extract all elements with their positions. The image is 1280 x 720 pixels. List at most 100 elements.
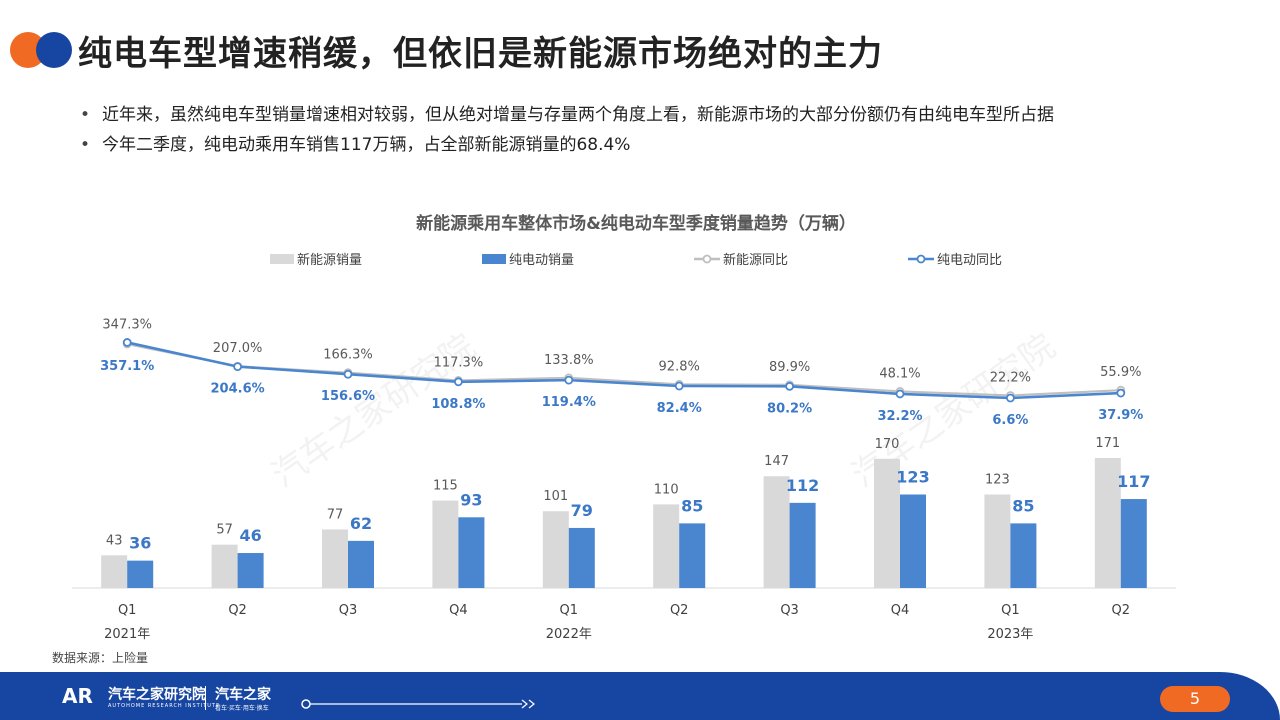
line-label-nev: 207.0%: [213, 341, 263, 356]
page-number: 5: [1160, 686, 1230, 712]
bar-label-nev: 115: [433, 479, 458, 494]
bar-label-nev: 57: [216, 523, 233, 538]
bar-nev: [653, 504, 680, 588]
data-source-note: 数据来源：上险量: [52, 651, 149, 665]
line-label-nev: 133.8%: [544, 353, 594, 368]
line-label-bev: 156.6%: [321, 389, 375, 404]
line-marker-bev: [895, 389, 905, 399]
legend-label-3: 纯电动同比: [937, 253, 1002, 268]
bar-label-nev: 171: [1095, 436, 1120, 451]
bar-bev: [348, 540, 374, 588]
line-label-bev: 108.8%: [431, 397, 485, 412]
footer-brand-autohome: 汽车之家: [215, 687, 271, 703]
page-title: 纯电车型增速稍缓，但依旧是新能源市场绝对的主力: [78, 34, 883, 74]
legend-swatch-1: [482, 254, 506, 264]
x-tick-label: Q2: [228, 603, 247, 618]
bar-bev: [1120, 499, 1147, 588]
legend-label-1: 纯电动销量: [509, 253, 574, 268]
bullet-list: 近年来，虽然纯电车型销量增速相对较弱，但从绝对增量与存量两个角度上看，新能源市场…: [78, 100, 1054, 160]
x-tick-label: Q4: [449, 603, 468, 618]
x-tick-label: Q1: [118, 603, 137, 618]
bar-nev: [874, 458, 900, 588]
bullet-item: 近年来，虽然纯电车型销量增速相对较弱，但从绝对增量与存量两个角度上看，新能源市场…: [78, 100, 1054, 130]
ar-logo: AR: [62, 684, 93, 708]
line-label-bev: 119.4%: [542, 395, 596, 410]
line-marker-bev: [564, 375, 574, 385]
bar-label-bev: 46: [239, 526, 261, 545]
bar-bev: [1010, 523, 1037, 588]
chart-title: 新能源乘用车整体市场&纯电动车型季度销量趋势（万辆）: [416, 213, 856, 234]
bar-label-nev: 123: [985, 472, 1010, 487]
line-label-nev: 117.3%: [434, 355, 484, 370]
line-marker-bev: [233, 362, 243, 372]
bar-label-bev: 85: [681, 496, 703, 515]
footer-brand-research-en: AUTOHOME RESEARCH INSTITUTE: [108, 703, 221, 709]
bar-label-nev: 110: [654, 482, 679, 497]
bar-label-bev: 123: [896, 467, 929, 486]
bar-nev: [984, 494, 1011, 588]
bullet-item: 今年二季度，纯电动乘用车销售117万辆，占全部新能源销量的68.4%: [78, 130, 1054, 160]
bar-nev: [1094, 458, 1121, 588]
progress-arrow-icon: [301, 699, 535, 709]
bar-label-bev: 85: [1012, 496, 1034, 515]
bar-label-nev: 147: [764, 454, 789, 469]
line-label-nev: 22.2%: [990, 371, 1031, 386]
legend-swatch-0: [270, 254, 294, 264]
bar-bev: [789, 502, 816, 588]
bar-nev: [542, 511, 569, 588]
x-tick-label: Q3: [339, 603, 358, 618]
line-label-bev: 204.6%: [211, 382, 265, 397]
bar-bev: [127, 560, 154, 588]
bar-bev: [237, 553, 264, 588]
x-tick-label: Q2: [670, 603, 689, 618]
footer-brand-autohome-sub: 看车·买车·用车·换车: [215, 705, 269, 712]
footer-bar: AR 汽车之家研究院 AUTOHOME RESEARCH INSTITUTE 汽…: [0, 672, 1280, 720]
line-marker-bev: [674, 381, 684, 391]
x-year-label: 2022年: [546, 627, 592, 642]
x-tick-label: Q1: [560, 603, 579, 618]
line-marker-bev: [343, 369, 353, 379]
bar-label-nev: 43: [106, 533, 123, 548]
line-label-bev: 37.9%: [1098, 408, 1143, 423]
legend-marker-2: [702, 254, 712, 264]
bar-label-bev: 36: [129, 534, 151, 553]
line-label-nev: 166.3%: [323, 348, 373, 363]
title-decoration: [10, 30, 72, 70]
line-marker-bev: [453, 377, 463, 387]
x-tick-label: Q3: [780, 603, 799, 618]
legend-label-0: 新能源销量: [297, 252, 362, 268]
line-label-nev: 89.9%: [769, 360, 810, 375]
line-label-bev: 32.2%: [877, 409, 922, 424]
line-label-nev: 55.9%: [1100, 365, 1141, 380]
bar-nev: [432, 500, 459, 588]
x-tick-label: Q4: [891, 603, 910, 618]
x-tick-label: Q1: [1001, 603, 1020, 618]
legend-marker-3: [916, 254, 926, 264]
line-label-nev: 48.1%: [879, 366, 920, 381]
bar-label-bev: 93: [460, 490, 482, 509]
line-label-bev: 80.2%: [767, 401, 812, 416]
line-label-nev: 347.3%: [102, 317, 152, 332]
bar-bev: [900, 494, 926, 588]
line-label-bev: 6.6%: [992, 413, 1028, 428]
bar-label-bev: 112: [786, 476, 819, 495]
line-marker-bev: [122, 338, 132, 347]
line-marker-bev: [785, 381, 794, 391]
line-marker-bev: [1006, 393, 1015, 403]
x-year-label: 2023年: [987, 627, 1033, 642]
bar-label-bev: 117: [1117, 472, 1150, 491]
bar-label-nev: 101: [543, 489, 568, 504]
bar-bev: [679, 523, 706, 588]
bar-label-bev: 62: [350, 514, 372, 533]
footer-divider: [205, 686, 206, 710]
x-tick-label: Q2: [1112, 603, 1131, 618]
bar-label-bev: 79: [571, 501, 593, 520]
bar-nev: [322, 529, 348, 588]
line-marker-bev: [1116, 388, 1126, 398]
line-label-bev: 82.4%: [657, 401, 702, 416]
sales-trend-chart: 汽车之家研究院 汽车之家研究院新能源乘用车整体市场&纯电动车型季度销量趋势（万辆）…: [72, 213, 1176, 642]
bar-nev: [211, 544, 238, 588]
bar-label-nev: 77: [327, 507, 344, 522]
blue-dot-icon: [36, 32, 72, 68]
line-label-nev: 92.8%: [659, 359, 700, 374]
